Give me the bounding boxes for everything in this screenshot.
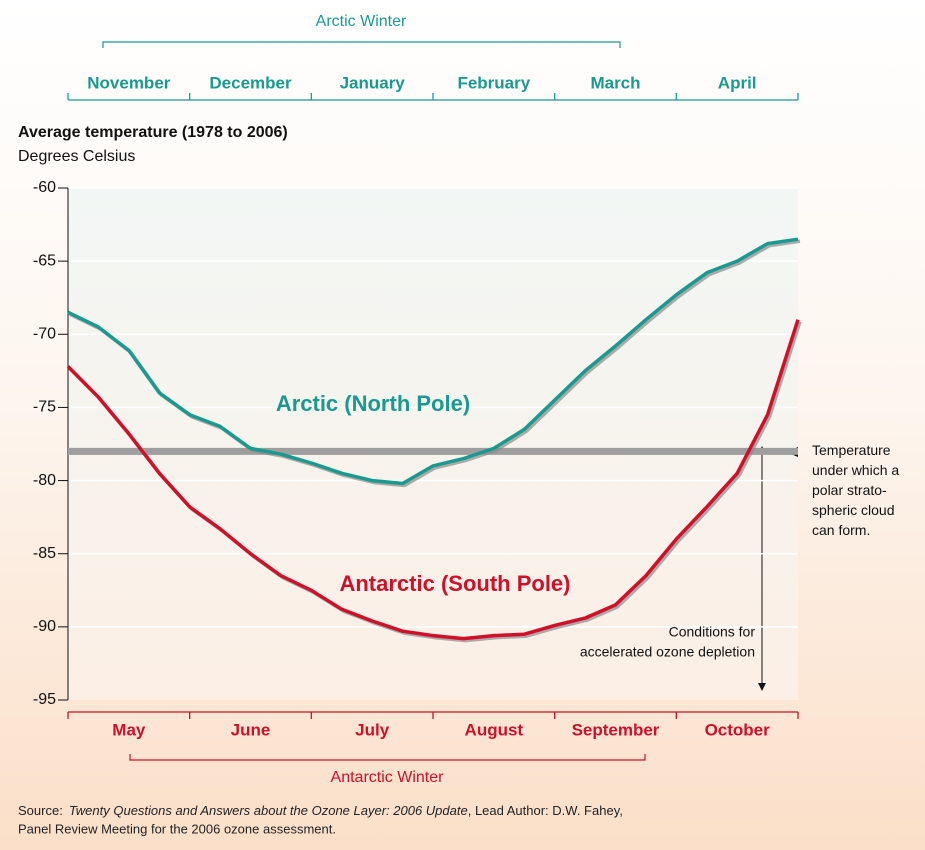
y-tick-label: -60 bbox=[33, 179, 56, 196]
threshold-label: can form. bbox=[812, 522, 870, 538]
categories-label: May bbox=[112, 720, 146, 739]
antarctic-winter-label: Antarctic Winter bbox=[331, 769, 445, 786]
source-prefix: Source: bbox=[18, 803, 63, 818]
series-label: Antarctic (South Pole) bbox=[339, 571, 570, 596]
categories-label: September bbox=[572, 720, 660, 739]
source-line-2: Panel Review Meeting for the 2006 ozone … bbox=[18, 821, 336, 836]
categories-label: October bbox=[705, 720, 771, 739]
y-tick-label: -95 bbox=[33, 691, 56, 708]
source-title: Twenty Questions and Answers about the O… bbox=[69, 803, 468, 818]
plot-area bbox=[68, 188, 798, 700]
categories-label: June bbox=[231, 720, 271, 739]
threshold-label: under which a bbox=[812, 462, 899, 478]
y-tick-label: -80 bbox=[33, 472, 56, 489]
top_categories-label: November bbox=[87, 73, 171, 92]
y-tick-label: -75 bbox=[33, 399, 56, 416]
threshold-label: Temperature bbox=[812, 442, 891, 458]
categories-label: August bbox=[465, 720, 524, 739]
y-tick-label: -85 bbox=[33, 545, 56, 562]
series-line bbox=[66, 319, 800, 641]
top_categories-label: March bbox=[590, 73, 640, 92]
source: Source: Twenty Questions and Answers abou… bbox=[18, 803, 623, 818]
depletion-note: Conditions for bbox=[669, 624, 756, 640]
chart-title: Average temperature (1978 to 2006) bbox=[18, 124, 288, 141]
categories-label: July bbox=[355, 720, 390, 739]
top_categories-label: December bbox=[209, 73, 292, 92]
depletion-note: accelerated ozone depletion bbox=[580, 644, 755, 660]
threshold-label: polar strato- bbox=[812, 482, 887, 498]
series-line bbox=[67, 237, 799, 486]
y-tick-label: -70 bbox=[33, 326, 56, 343]
source-rest: , Lead Author: D.W. Fahey, bbox=[468, 803, 623, 818]
arctic-winter-bracket bbox=[102, 41, 621, 48]
top_categories-label: January bbox=[340, 73, 406, 92]
series-label: Arctic (North Pole) bbox=[276, 391, 470, 416]
threshold-label: spheric cloud bbox=[812, 502, 895, 518]
antarctic-winter-bracket bbox=[129, 754, 646, 761]
arctic-winter-label: Arctic Winter bbox=[316, 13, 407, 30]
y-tick-label: -90 bbox=[33, 618, 56, 635]
top_categories-label: April bbox=[718, 73, 757, 92]
y-tick-label: -65 bbox=[33, 252, 56, 269]
y-axis-label: Degrees Celsius bbox=[18, 148, 135, 165]
top_categories-label: February bbox=[457, 73, 530, 92]
